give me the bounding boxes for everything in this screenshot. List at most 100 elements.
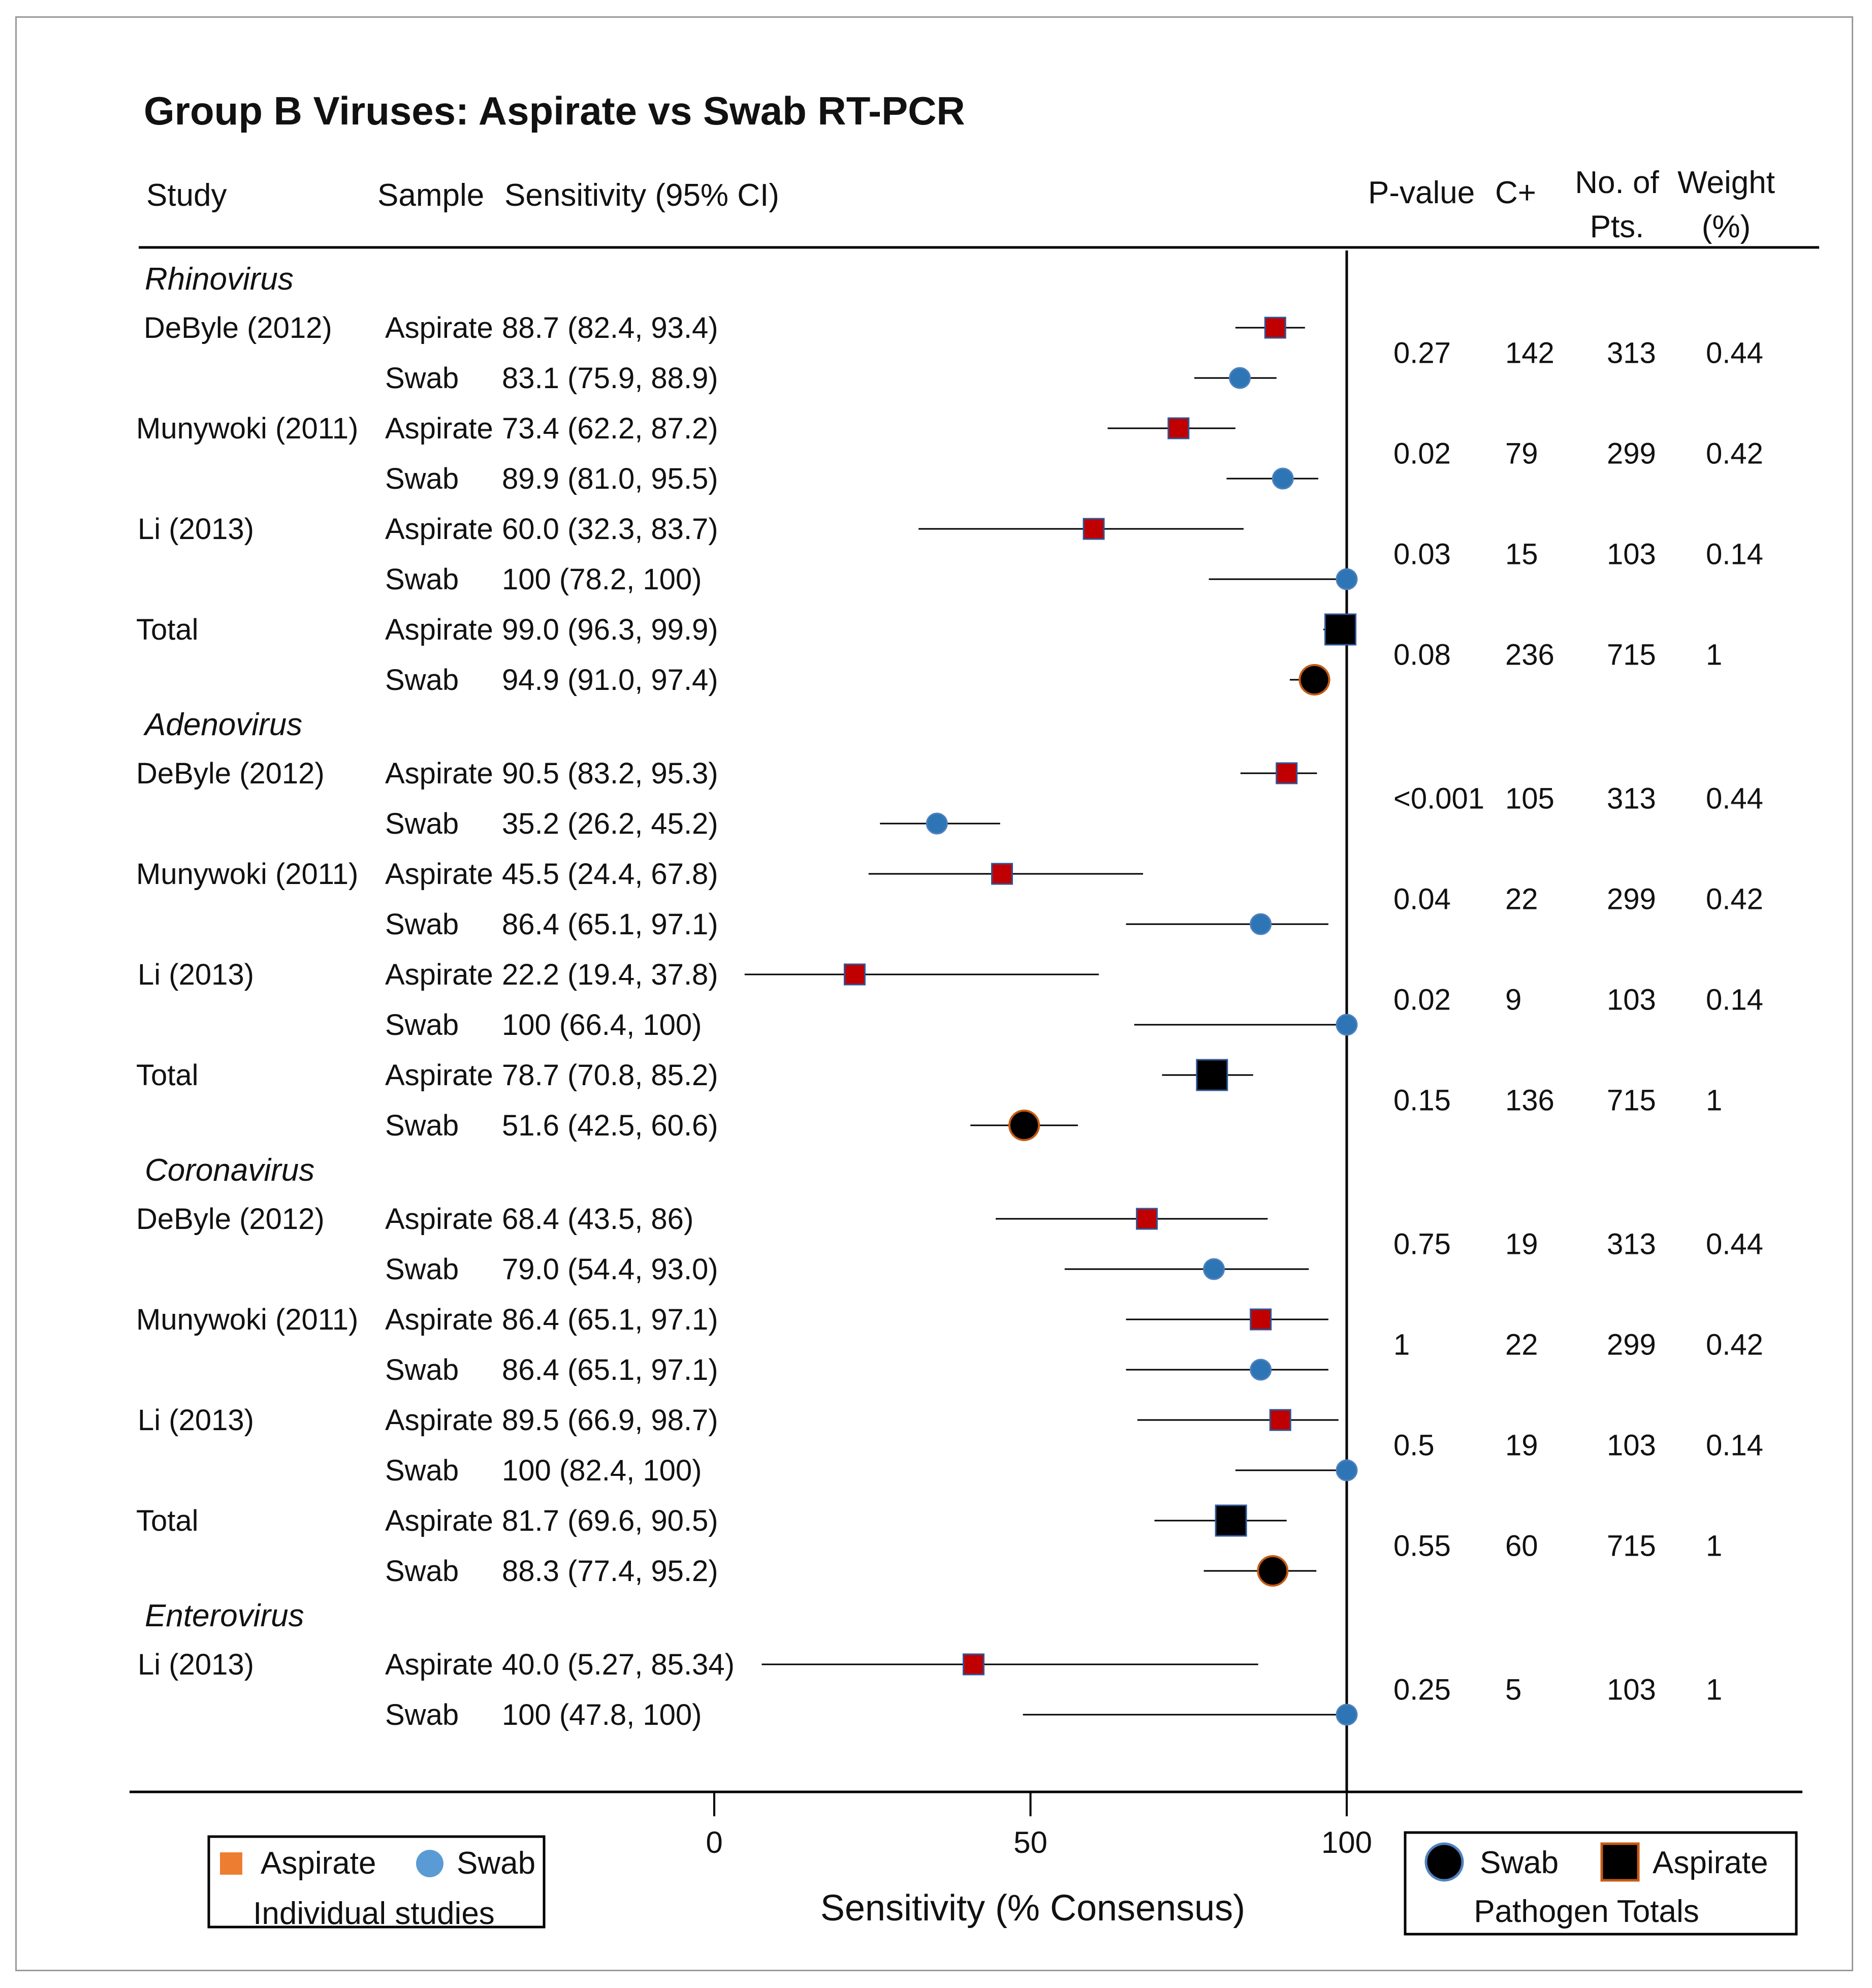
swab-marker: [1250, 913, 1272, 935]
weight: 1: [1706, 1084, 1722, 1117]
x-axis-label: Sensitivity (% Consensus): [820, 1888, 1245, 1929]
sensitivity-ci: 89.9 (81.0, 95.5): [502, 462, 718, 495]
c-positive: 9: [1505, 984, 1521, 1017]
legend-total-aspirate-label: Aspirate: [1653, 1845, 1768, 1880]
pvalue: 0.15: [1393, 1084, 1451, 1117]
aspirate-total-marker: [1196, 1059, 1228, 1091]
sensitivity-ci: 78.7 (70.8, 85.2): [502, 1059, 718, 1092]
swab-total-marker: [1257, 1555, 1289, 1587]
legend-total-swab-label: Swab: [1480, 1845, 1559, 1880]
sensitivity-ci: 88.7 (82.4, 93.4): [502, 311, 718, 344]
n-patients: 103: [1607, 538, 1656, 571]
sample-label: Aspirate: [385, 513, 493, 546]
sensitivity-ci: 90.5 (83.2, 95.3): [502, 757, 718, 790]
sensitivity-ci: 40.0 (5.27, 85.34): [502, 1648, 735, 1681]
sensitivity-ci: 68.4 (43.5, 86): [502, 1203, 693, 1236]
pvalue: 0.75: [1393, 1228, 1451, 1261]
sample-label: Aspirate: [385, 757, 493, 790]
c-positive: 236: [1505, 639, 1554, 672]
sensitivity-ci: 86.4 (65.1, 97.1): [502, 1353, 718, 1386]
pvalue: 0.02: [1393, 984, 1451, 1017]
sensitivity-ci: 81.7 (69.6, 90.5): [502, 1504, 718, 1537]
c-positive: 60: [1505, 1530, 1538, 1563]
study-label: Total: [136, 613, 199, 646]
study-label: DeByle (2012): [144, 311, 332, 344]
group-name: Adenovirus: [143, 707, 302, 742]
sensitivity-ci: 100 (47.8, 100): [502, 1698, 702, 1731]
sample-label: Swab: [385, 1008, 459, 1042]
swab-marker: [1336, 1014, 1358, 1036]
swab-marker: [1336, 568, 1358, 590]
sample-label: Aspirate: [385, 613, 493, 646]
study-label: DeByle (2012): [136, 1203, 325, 1236]
sample-label: Aspirate: [385, 1504, 493, 1537]
n-patients: 103: [1607, 984, 1656, 1017]
chart-title: Group B Viruses: Aspirate vs Swab RT-PCR: [144, 88, 965, 133]
weight: 1: [1706, 1674, 1722, 1707]
swab-marker: [1250, 1359, 1272, 1381]
sample-label: Aspirate: [385, 958, 493, 991]
swab-total-marker: [1298, 664, 1330, 696]
n-patients: 313: [1607, 337, 1656, 370]
pvalue: <0.001: [1393, 782, 1484, 815]
legend-totals-caption: Pathogen Totals: [1474, 1894, 1699, 1929]
sample-label: Swab: [385, 908, 459, 941]
sensitivity-ci: 83.1 (75.9, 88.9): [502, 362, 718, 395]
sensitivity-ci: 45.5 (24.4, 67.8): [502, 858, 718, 891]
n-patients: 715: [1607, 1084, 1656, 1117]
sensitivity-ci: 100 (66.4, 100): [502, 1008, 702, 1042]
study-label: Munywoki (2011): [136, 412, 358, 445]
pvalue: 0.08: [1393, 639, 1451, 672]
header-npts: No. of: [1575, 165, 1659, 200]
weight: 0.44: [1706, 782, 1763, 815]
pvalue: 1: [1393, 1329, 1410, 1362]
sample-label: Aspirate: [385, 1303, 493, 1336]
sample-label: Swab: [385, 1698, 459, 1731]
swab-marker: [1272, 467, 1294, 490]
n-patients: 299: [1607, 437, 1656, 470]
weight: 0.14: [1706, 538, 1763, 571]
group-name: Enterovirus: [145, 1598, 304, 1633]
x-tick-label: 50: [1013, 1825, 1048, 1859]
sensitivity-ci: 86.4 (65.1, 97.1): [502, 1303, 718, 1336]
swab-total-marker: [1008, 1110, 1040, 1141]
aspirate-marker: [1083, 518, 1105, 540]
forest-plot: Group B Viruses: Aspirate vs Swab RT-PCR…: [130, 88, 1819, 1936]
weight: 1: [1706, 639, 1722, 672]
aspirate-marker: [962, 1653, 985, 1676]
weight: 0.14: [1706, 984, 1763, 1017]
pvalue: 0.27: [1393, 337, 1451, 370]
pvalue: 0.04: [1393, 883, 1451, 916]
study-label: Munywoki (2011): [136, 858, 358, 891]
legend-individual-caption: Individual studies: [253, 1896, 495, 1931]
x-tick-label: 0: [706, 1825, 722, 1859]
sample-label: Aspirate: [385, 412, 493, 445]
sensitivity-ci: 51.6 (42.5, 60.6): [502, 1109, 718, 1142]
legend-individual-box: [207, 1835, 546, 1929]
weight: 0.42: [1706, 883, 1763, 916]
c-positive: 136: [1505, 1084, 1554, 1117]
sample-label: Swab: [385, 1353, 459, 1386]
n-patients: 715: [1607, 1530, 1656, 1563]
weight: 0.42: [1706, 437, 1763, 470]
aspirate-marker: [991, 863, 1013, 885]
c-positive: 19: [1505, 1228, 1538, 1261]
study-label: Li (2013): [138, 513, 254, 546]
sensitivity-ci: 100 (78.2, 100): [502, 563, 702, 596]
c-positive: 15: [1505, 538, 1538, 571]
pvalue: 0.55: [1393, 1530, 1451, 1563]
study-label: Total: [136, 1059, 199, 1092]
swab-marker: [1336, 1459, 1358, 1481]
weight: 0.44: [1706, 1228, 1763, 1261]
c-positive: 22: [1505, 1329, 1538, 1362]
aspirate-marker: [1269, 1409, 1291, 1431]
sensitivity-ci: 60.0 (32.3, 83.7): [502, 513, 718, 546]
sample-label: Swab: [385, 462, 459, 495]
aspirate-marker: [1136, 1208, 1158, 1230]
n-patients: 313: [1607, 782, 1656, 815]
sample-label: Aspirate: [385, 1059, 493, 1092]
legend-total-swab-swatch: [1424, 1842, 1464, 1882]
sample-label: Aspirate: [385, 858, 493, 891]
sample-label: Aspirate: [385, 1404, 493, 1437]
sensitivity-ci: 73.4 (62.2, 87.2): [502, 412, 718, 445]
